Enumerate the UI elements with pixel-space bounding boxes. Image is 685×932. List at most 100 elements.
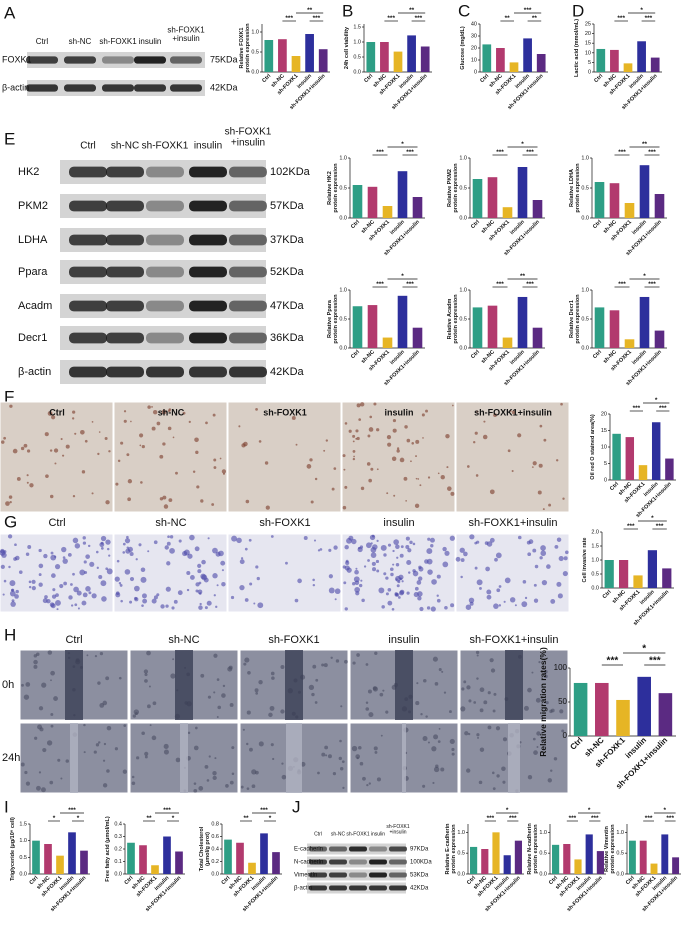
blot-band [69,234,107,246]
significance-label: *** [649,656,661,667]
bar [594,307,605,348]
cell-texture [393,494,396,497]
cell-texture [395,578,398,581]
cell-texture [533,583,537,587]
significance-label: ** [505,15,511,22]
cell-texture [496,774,500,778]
cell-texture [120,441,124,445]
significance-label: *** [376,281,384,288]
cell-texture [538,661,541,664]
cell-texture [54,555,57,558]
cell-texture [80,429,85,435]
cell-texture [436,574,441,579]
cell-texture [151,735,157,741]
cell-texture [7,534,13,539]
cell-texture [187,731,191,735]
bar [623,63,633,72]
cell-texture [312,578,315,582]
bar [127,842,135,874]
cell-texture [436,598,441,603]
cell-texture [463,680,467,684]
cell-texture [390,572,394,577]
bar [291,56,301,72]
lane-label: Ctrl [314,831,322,837]
blot-band [349,872,367,878]
cell-texture [197,563,202,568]
cell-texture [153,540,158,545]
cell-texture [212,573,218,579]
cell-texture [147,550,150,553]
cell-texture [31,579,36,584]
bar [612,433,621,480]
cell-texture [560,402,563,406]
protein-label: Acadm [18,300,52,312]
significance-label: *** [627,523,635,530]
cell-texture [306,464,312,469]
significance-label: * [655,397,658,404]
cell-texture [115,482,119,486]
cell-texture [16,477,21,481]
cell-texture [122,551,126,554]
cell-texture [550,769,553,772]
cell-texture [371,561,376,566]
cell-texture [193,782,197,785]
bar [175,851,183,874]
bar [412,327,423,348]
cell-texture [238,425,241,428]
cell-texture [368,478,372,483]
cell-texture [131,775,135,779]
cell-texture [152,409,158,415]
cell-texture [86,654,89,657]
cell-texture [396,447,400,450]
cell-texture [280,665,285,669]
y-axis-label-line: Relative FOXK1 [239,28,245,69]
cell-texture [246,710,251,715]
cell-texture [148,685,151,688]
image-label: sh-FOXK1 [263,407,307,417]
cell-texture [370,467,374,471]
cell-texture [246,742,249,746]
image-label: sh-NC [168,634,199,646]
y-tick-label: 1.0 [251,29,259,35]
y-axis-label-line: protein expression [333,294,339,344]
cell-texture [193,745,199,751]
cell-texture [323,449,326,452]
blot-band [102,56,134,64]
cell-texture [270,743,274,747]
significance-label: *** [415,15,423,22]
y-axis-label-line: protein expression [453,163,459,213]
cell-texture [106,547,110,551]
significance-label: *** [645,815,653,822]
x-tick-label: Ctrl [363,73,374,84]
cell-texture [511,470,514,473]
cell-texture [175,471,178,475]
cell-texture [511,410,516,415]
cell-texture [221,469,227,474]
cell-texture [459,547,465,553]
cell-texture [215,605,218,609]
cell-texture [346,567,352,573]
cell-texture [280,709,285,714]
cell-texture [251,784,256,789]
x-tick-label: Ctrl [479,73,490,84]
cell-texture [352,582,356,586]
significance-label: *** [163,807,171,814]
bar [536,54,546,72]
cell-texture [399,590,404,596]
cell-texture [403,476,408,481]
cell-texture [151,406,153,408]
significance-label: *** [406,149,414,156]
cell-texture [324,745,329,750]
blot-band [64,84,96,92]
y-axis-label-line: Cell invasive rate [582,538,588,583]
y-axis-label-line: protein expression [610,824,616,874]
cell-texture [114,747,118,751]
cell-texture [451,752,455,756]
bar [278,39,287,72]
bar [496,48,505,72]
cell-texture [556,581,562,587]
y-axis-label-line: protein expression [575,294,581,344]
cell-texture [198,605,203,610]
y-axis-label-line: Relative Vimentin [604,825,610,871]
cell-texture [152,701,157,706]
